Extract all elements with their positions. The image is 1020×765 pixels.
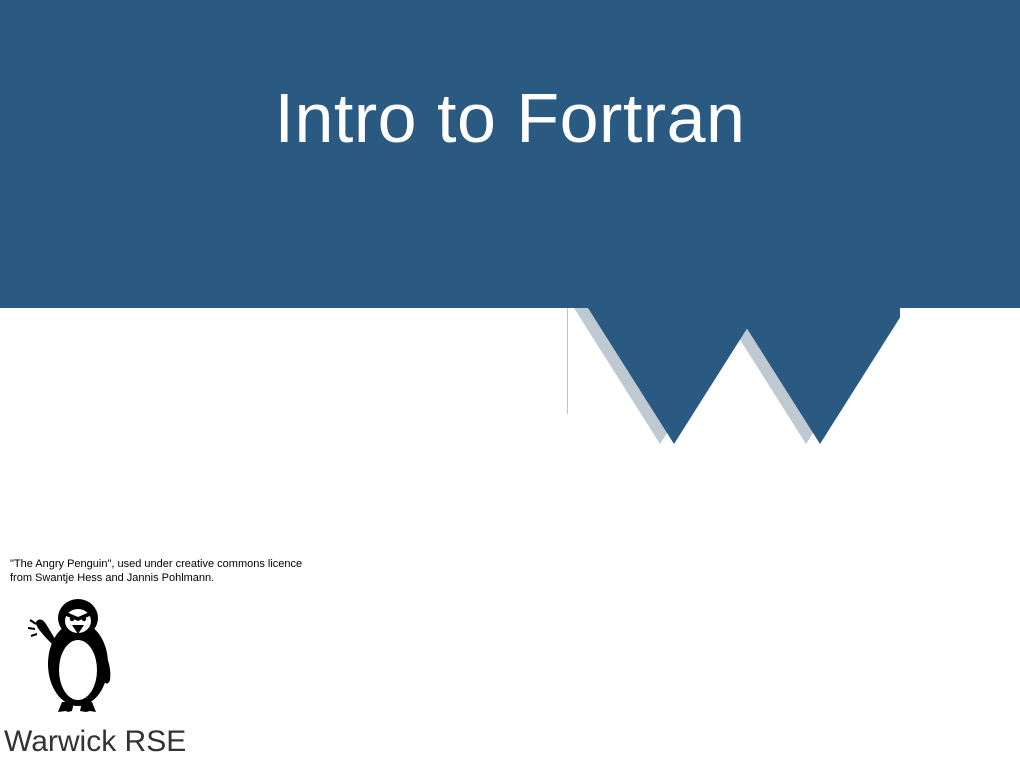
footer-org: Warwick RSE [4, 725, 186, 759]
attribution-line1: "The Angry Penguin", used under creative… [10, 558, 302, 572]
vertical-divider [567, 308, 568, 414]
warwick-w-icon [560, 308, 900, 446]
angry-penguin-icon [28, 594, 120, 714]
slide-title: Intro to Fortran [0, 78, 1020, 158]
attribution-line2: from Swantje Hess and Jannis Pohlmann. [10, 572, 302, 586]
image-attribution: "The Angry Penguin", used under creative… [10, 558, 302, 586]
